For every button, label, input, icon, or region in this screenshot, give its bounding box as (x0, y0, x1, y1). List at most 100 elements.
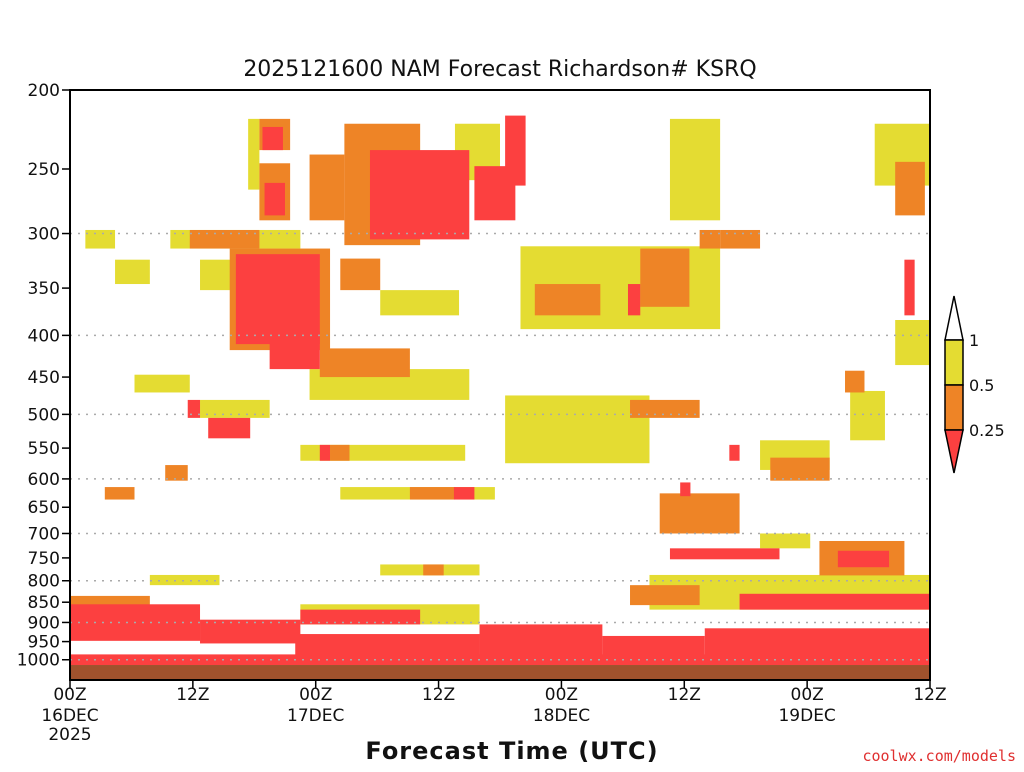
cell-orange (659, 493, 740, 534)
cell-orange (534, 284, 601, 316)
y-tick-label: 200 (28, 81, 60, 101)
cell-yellow (505, 395, 650, 464)
y-axis: 200 250 300 350 400 450 500 550 600 650 700 750 8008… (17, 81, 70, 671)
x-date-label: 17DEC (287, 706, 344, 726)
cell-red (235, 254, 320, 345)
x-date-label: 18DEC (533, 706, 590, 726)
cell-yellow (149, 574, 220, 586)
cell-yellow (200, 399, 270, 418)
cell-red (300, 609, 421, 625)
cell-yellow (380, 290, 460, 316)
x-tick-label: 00Z (791, 685, 824, 705)
cell-orange (165, 465, 188, 481)
cell-red (269, 330, 320, 370)
cell-red (200, 619, 301, 644)
cell-orange (189, 229, 260, 249)
y-tick-label: 550 (28, 439, 60, 459)
heatmap-cells (70, 115, 930, 666)
surface-ground-band (70, 665, 930, 680)
cell-orange (309, 154, 345, 221)
y-tick-label: 900 (28, 613, 60, 633)
cell-orange (423, 564, 444, 576)
cell-yellow (85, 229, 116, 249)
x-tick-label: 12Z (422, 685, 455, 705)
cell-red (680, 482, 691, 497)
cell-red (904, 259, 915, 316)
cell-orange (104, 487, 135, 500)
x-tick-label: 12Z (668, 685, 701, 705)
y-tick-label: 800 (28, 572, 60, 592)
y-tick-label: 1000 (17, 651, 60, 671)
cell-yellow (895, 320, 930, 366)
y-tick-label: 950 (28, 633, 60, 653)
y-tick-label: 600 (28, 470, 60, 490)
cell-yellow (760, 533, 811, 549)
y-tick-label: 450 (28, 368, 60, 388)
legend-swatch-orange (944, 384, 964, 431)
x-tick-label: 00Z (53, 685, 86, 705)
cell-red (319, 444, 331, 461)
cell-red (187, 399, 201, 418)
cell-yellow (850, 390, 885, 441)
cell-orange (630, 399, 700, 418)
cell-yellow (134, 374, 190, 393)
x-axis-label: Forecast Time (UTC) (365, 737, 658, 765)
cell-red (602, 635, 705, 658)
legend-red-arrow (944, 429, 964, 474)
x-date-label: 16DEC (41, 706, 98, 726)
cell-yellow (248, 118, 260, 190)
y-tick-label: 350 (28, 279, 60, 299)
cell-red (369, 150, 470, 240)
cell-orange (720, 229, 761, 249)
cell-orange (319, 348, 410, 378)
cell-orange (630, 585, 700, 606)
cell-red (837, 550, 890, 568)
y-tick-label: 850 (28, 593, 60, 613)
cell-orange (409, 487, 455, 500)
cell-red (669, 548, 780, 560)
cell-red (262, 126, 283, 151)
cell-orange (340, 258, 381, 291)
cell-orange (845, 370, 865, 393)
chart-title: 2025121600 NAM Forecast Richardson# KSRQ (243, 57, 756, 82)
cell-red (264, 182, 285, 216)
cell-red (729, 444, 740, 461)
y-tick-label: 700 (28, 524, 60, 544)
y-tick-label: 300 (28, 225, 60, 245)
watermark: coolwx.com/models (862, 747, 1016, 765)
plot-frame (69, 89, 931, 681)
legend-white-arrow (944, 295, 964, 341)
cell-orange (640, 248, 690, 307)
cell-red (70, 654, 930, 666)
legend-label-1: 1 (969, 331, 979, 350)
cell-red (739, 593, 930, 610)
y-tick-label: 500 (28, 405, 60, 425)
cell-red (208, 417, 251, 439)
cell-red (505, 115, 526, 186)
cell-red (453, 487, 475, 500)
legend-label-0-25: 0.25 (969, 421, 1005, 440)
cell-orange (895, 161, 925, 216)
x-date-label: 19DEC (778, 706, 835, 726)
x-tick-label: 00Z (545, 685, 578, 705)
x-tick-label: 12Z (913, 685, 946, 705)
x-tick-label: 12Z (176, 685, 209, 705)
y-tick-label: 400 (28, 326, 60, 346)
y-tick-label: 750 (28, 549, 60, 569)
y-tick-label: 250 (28, 160, 60, 180)
cell-red (479, 624, 603, 657)
cell-yellow (669, 118, 721, 221)
x-year-label: 2025 (48, 725, 91, 745)
cell-orange (70, 595, 150, 607)
cell-orange (770, 457, 830, 481)
legend: 1 0.5 0.25 (944, 295, 1005, 474)
cell-orange (699, 229, 721, 249)
cell-orange (330, 444, 350, 461)
cell-red (295, 634, 480, 657)
y-tick-label: 650 (28, 498, 60, 518)
legend-label-0-5: 0.5 (969, 376, 994, 395)
x-tick-label: 00Z (299, 685, 332, 705)
legend-swatch-yellow (944, 339, 964, 386)
